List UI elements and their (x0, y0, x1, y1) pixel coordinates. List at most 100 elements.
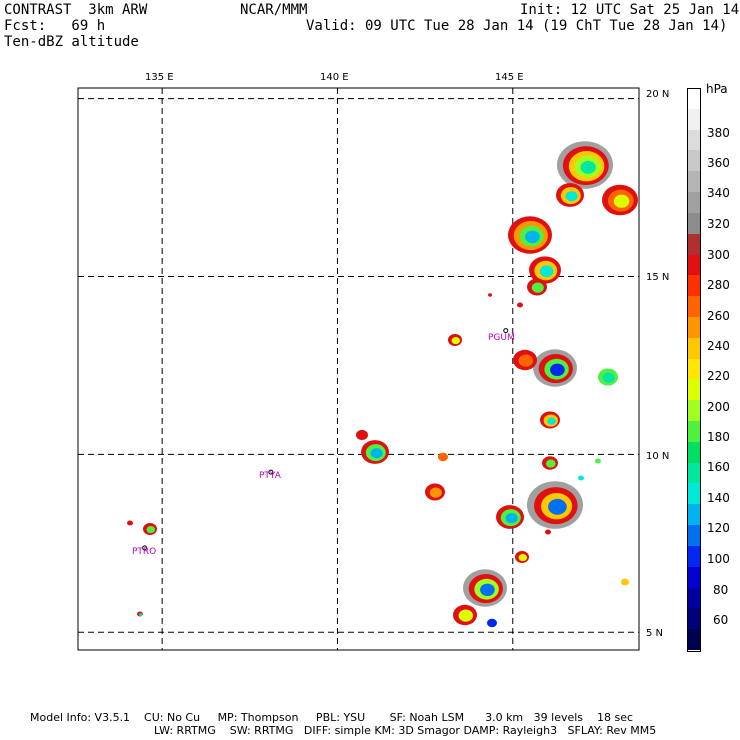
radar-cell-ring (127, 520, 133, 526)
lat-label-20: 20 N (646, 89, 670, 100)
radar-cell-ring (548, 498, 567, 515)
radar-cell-ring (539, 265, 554, 278)
station-marker-pgum (503, 328, 509, 334)
radar-cell-ring (356, 429, 368, 441)
radar-cell (487, 618, 497, 628)
radar-cell (529, 256, 561, 284)
colorbar-label-60: 60 (713, 613, 729, 627)
radar-cell-ring (487, 618, 497, 628)
radar-cell-ring (488, 293, 492, 297)
station-markers (142, 328, 509, 551)
colorbar-label-320: 320 (707, 217, 730, 231)
field-name: Ten-dBZ altitude (4, 34, 139, 50)
radar-cell (513, 349, 537, 371)
radar-cell-ring (438, 452, 448, 462)
radar-cell-ring (547, 417, 556, 425)
radar-cell (488, 293, 492, 297)
radar-cell-ring (525, 230, 540, 244)
colorbar-label-200: 200 (707, 400, 730, 414)
colorbar-frame (687, 88, 701, 652)
radar-cell-ring (505, 513, 518, 524)
station-label-ptya: PTYA (259, 471, 281, 481)
colorbar-label-300: 300 (707, 248, 730, 262)
colorbar-label-220: 220 (707, 369, 730, 383)
radar-cell (361, 440, 389, 464)
radar-cell-ring (550, 363, 565, 377)
radar-cell-ring (531, 282, 544, 293)
radar-cell-ring (621, 578, 629, 586)
forecast-hour: Fcst: 69 h (4, 18, 106, 34)
radar-cell (453, 604, 477, 626)
radar-cell-ring (480, 583, 495, 597)
colorbar-label-360: 360 (707, 156, 730, 170)
radar-cell-ring (518, 554, 527, 562)
colorbar-label-280: 280 (707, 278, 730, 292)
colorbar-label-380: 380 (707, 126, 730, 140)
lat-label-15: 15 N (646, 272, 670, 283)
valid-time: Valid: 09 UTC Tue 28 Jan 14 (19 ChT Tue … (306, 18, 728, 34)
radar-cell (557, 141, 613, 189)
radar-cell (602, 184, 638, 216)
radar-cell (540, 411, 560, 429)
lon-label-140: 140 E (320, 72, 349, 83)
radar-cell (621, 578, 629, 586)
station-marker-ptya (268, 469, 274, 475)
radar-cell (545, 529, 551, 535)
radar-cell (496, 505, 524, 529)
graticule (78, 88, 639, 650)
radar-cell (517, 302, 523, 308)
radar-cell-ring (546, 459, 556, 468)
radar-cell-ring (602, 372, 615, 383)
radar-cell-ring (370, 448, 383, 459)
radar-cell (595, 458, 601, 464)
radar-cell-ring (578, 475, 584, 481)
radar-cell (448, 334, 462, 346)
radar-cell-ring (451, 337, 460, 345)
station-label-pgum: PGUM (488, 333, 515, 343)
radar-cell-ring (613, 194, 630, 208)
radar-cell-ring (139, 613, 143, 617)
radar-cell-ring (429, 487, 442, 498)
radar-cell-ring (518, 354, 533, 367)
radar-cell (508, 216, 552, 254)
radar-cell-ring (146, 526, 155, 534)
colorbar-label-180: 180 (707, 430, 730, 444)
radar-cell (515, 551, 529, 563)
radar-cell (425, 483, 445, 501)
radar-cell (598, 368, 618, 386)
radar-cell-ring (517, 302, 523, 308)
institution: NCAR/MMM (240, 2, 308, 18)
radar-cell (463, 569, 507, 607)
model-info-line2: LW: RRTMG SW: RRTMG DIFF: simple KM: 3D … (154, 724, 657, 737)
colorbar-label-240: 240 (707, 339, 730, 353)
lat-label-10: 10 N (646, 451, 670, 462)
lon-label-135: 135 E (145, 72, 174, 83)
lon-label-145: 145 E (495, 72, 524, 83)
model-info-line1: Model Info: V3.5.1 CU: No Cu MP: Thompso… (30, 711, 634, 724)
radar-cell (533, 349, 577, 387)
radar-cell (578, 475, 584, 481)
colorbar-label-160: 160 (707, 460, 730, 474)
colorbar-label-120: 120 (707, 521, 730, 535)
radar-cell (542, 456, 558, 470)
radar-cell-ring (458, 609, 473, 622)
model-title: CONTRAST 3km ARW (4, 2, 148, 18)
colorbar-label-80: 80 (713, 583, 729, 597)
radar-cell-ring (595, 458, 601, 464)
station-label-ptro: PTRO (132, 547, 157, 557)
station-marker-ptro (142, 545, 148, 551)
colorbar-label-260: 260 (707, 309, 730, 323)
radar-cell (143, 523, 157, 535)
colorbar-label-140: 140 (707, 491, 730, 505)
radar-cell (137, 611, 143, 617)
radar-cell (527, 278, 547, 296)
radar-cell (527, 481, 583, 529)
reflectivity-field (127, 141, 638, 628)
colorbar-label-340: 340 (707, 186, 730, 200)
lat-label-5: 5 N (646, 628, 664, 639)
colorbar-unit: hPa (706, 82, 728, 96)
radar-cell-ring (565, 191, 578, 202)
init-time: Init: 12 UTC Sat 25 Jan 14 (520, 2, 740, 18)
radar-cell (438, 452, 448, 462)
radar-cell (356, 429, 368, 441)
